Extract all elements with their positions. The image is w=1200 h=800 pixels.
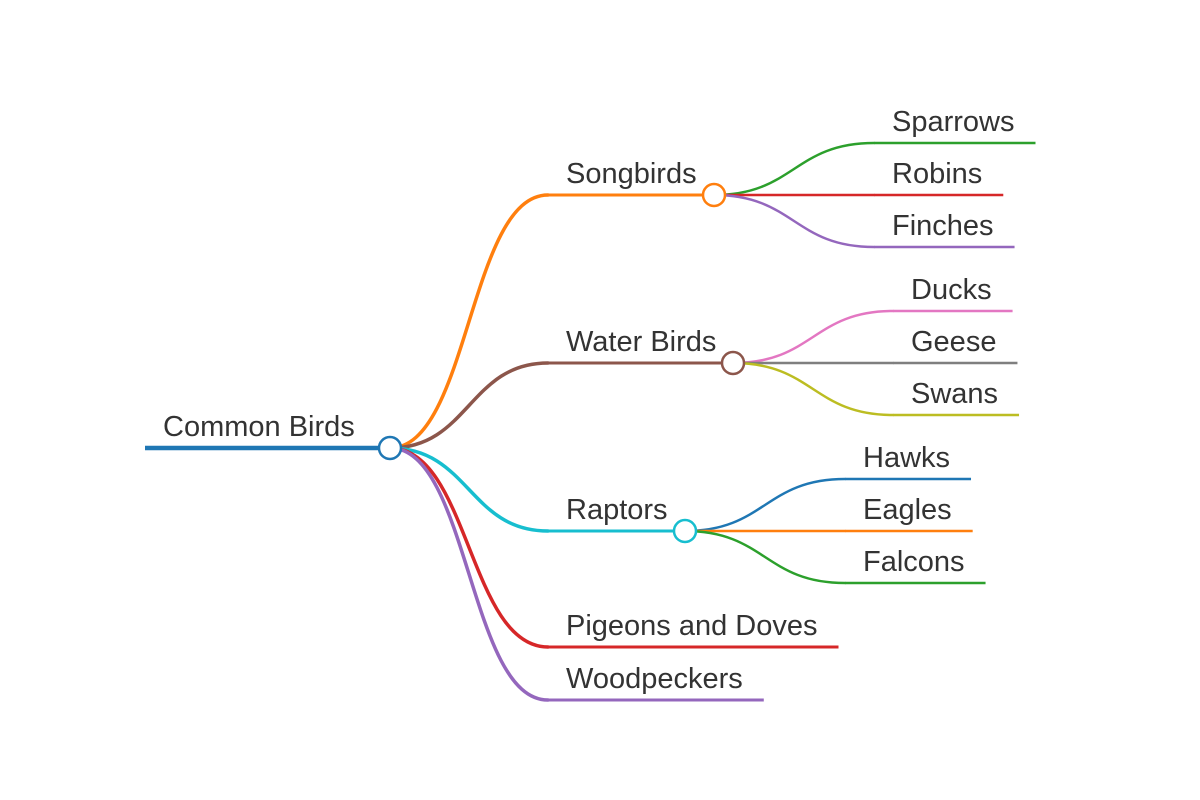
node-woodpeckers-label: Woodpeckers <box>566 663 743 695</box>
link-songbirds-to-sparrows <box>712 141 876 197</box>
node-common-birds-toggle[interactable] <box>377 435 403 461</box>
node-swans-label: Swans <box>911 378 998 410</box>
node-ducks-label: Ducks <box>911 274 992 306</box>
link-common-birds-to-pigeons-and-doves <box>388 446 550 649</box>
node-hawks-label: Hawks <box>863 442 950 474</box>
node-common-birds-label: Common Birds <box>163 411 355 443</box>
node-sparrows-label: Sparrows <box>892 106 1015 138</box>
nodes-layer: Common Birds Songbirds Sparrows Robins Finch… <box>163 106 1015 695</box>
node-robins-label: Robins <box>892 158 982 190</box>
link-raptors-to-hawks <box>683 477 847 533</box>
link-raptors-to-falcons <box>683 529 847 585</box>
links-layer <box>145 141 1036 702</box>
node-falcons-label: Falcons <box>863 546 965 578</box>
link-water-birds-to-ducks <box>731 309 895 365</box>
node-eagles-label: Eagles <box>863 494 952 526</box>
node-water-birds-toggle[interactable] <box>720 350 746 376</box>
node-songbirds-toggle[interactable] <box>701 182 727 208</box>
link-water-birds-to-swans <box>731 361 895 417</box>
node-songbirds-label: Songbirds <box>566 158 697 190</box>
node-raptors-label: Raptors <box>566 494 668 526</box>
node-finches-label: Finches <box>892 210 994 242</box>
link-songbirds-to-finches <box>712 193 876 249</box>
link-common-birds-to-water-birds <box>388 361 550 450</box>
link-common-birds-to-woodpeckers <box>388 446 550 702</box>
node-water-birds-label: Water Birds <box>566 326 716 358</box>
node-geese-label: Geese <box>911 326 996 358</box>
node-pigeons-and-doves-label: Pigeons and Doves <box>566 610 818 642</box>
link-common-birds-to-raptors <box>388 446 550 533</box>
link-common-birds-to-songbirds <box>388 193 550 450</box>
node-raptors-toggle[interactable] <box>672 518 698 544</box>
